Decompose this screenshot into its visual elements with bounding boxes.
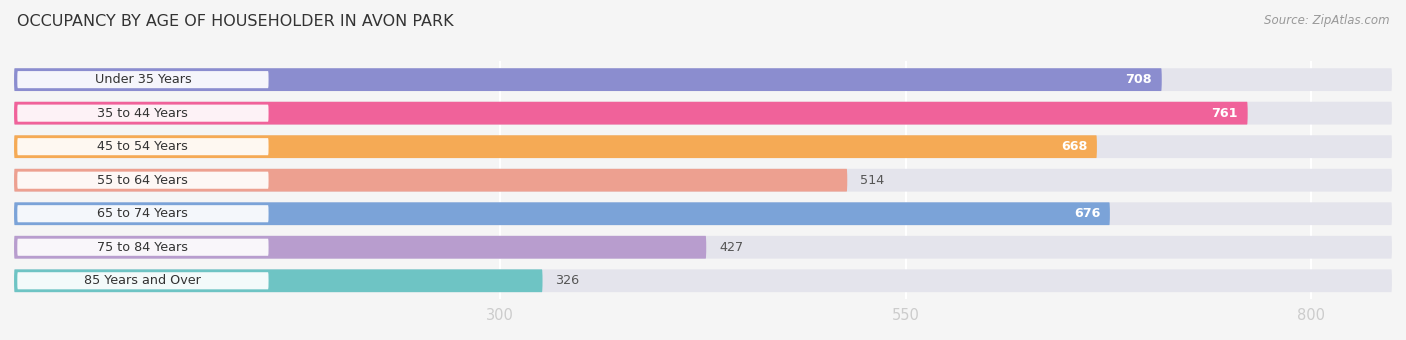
Text: 75 to 84 Years: 75 to 84 Years xyxy=(97,241,188,254)
Text: 761: 761 xyxy=(1212,107,1237,120)
Text: 514: 514 xyxy=(860,174,884,187)
FancyBboxPatch shape xyxy=(14,135,1097,158)
Text: 65 to 74 Years: 65 to 74 Years xyxy=(97,207,188,220)
FancyBboxPatch shape xyxy=(14,102,1247,124)
FancyBboxPatch shape xyxy=(14,236,1392,259)
FancyBboxPatch shape xyxy=(14,269,543,292)
Text: 85 Years and Over: 85 Years and Over xyxy=(84,274,201,287)
FancyBboxPatch shape xyxy=(14,202,1109,225)
FancyBboxPatch shape xyxy=(14,135,1392,158)
Text: 668: 668 xyxy=(1060,140,1087,153)
Text: 35 to 44 Years: 35 to 44 Years xyxy=(97,107,188,120)
FancyBboxPatch shape xyxy=(14,202,1392,225)
FancyBboxPatch shape xyxy=(14,68,1392,91)
FancyBboxPatch shape xyxy=(17,105,269,122)
FancyBboxPatch shape xyxy=(17,239,269,256)
FancyBboxPatch shape xyxy=(17,71,269,88)
FancyBboxPatch shape xyxy=(14,236,706,259)
FancyBboxPatch shape xyxy=(14,68,1161,91)
FancyBboxPatch shape xyxy=(17,172,269,189)
Text: Under 35 Years: Under 35 Years xyxy=(94,73,191,86)
FancyBboxPatch shape xyxy=(17,272,269,289)
Text: 427: 427 xyxy=(720,241,744,254)
Text: OCCUPANCY BY AGE OF HOUSEHOLDER IN AVON PARK: OCCUPANCY BY AGE OF HOUSEHOLDER IN AVON … xyxy=(17,14,454,29)
Text: 708: 708 xyxy=(1125,73,1152,86)
FancyBboxPatch shape xyxy=(14,169,848,192)
Text: 326: 326 xyxy=(555,274,579,287)
Text: 676: 676 xyxy=(1074,207,1099,220)
Text: 55 to 64 Years: 55 to 64 Years xyxy=(97,174,188,187)
FancyBboxPatch shape xyxy=(14,169,1392,192)
Text: Source: ZipAtlas.com: Source: ZipAtlas.com xyxy=(1264,14,1389,27)
FancyBboxPatch shape xyxy=(17,205,269,222)
Text: 45 to 54 Years: 45 to 54 Years xyxy=(97,140,188,153)
FancyBboxPatch shape xyxy=(17,138,269,155)
FancyBboxPatch shape xyxy=(14,269,1392,292)
FancyBboxPatch shape xyxy=(14,102,1392,124)
